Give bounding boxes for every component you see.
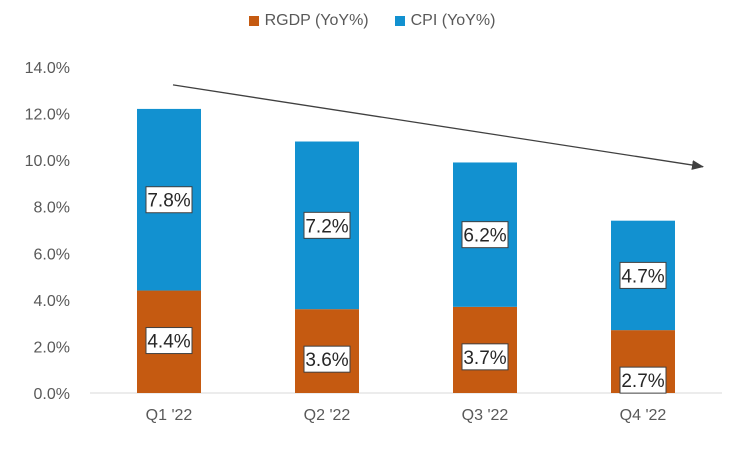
legend-swatch-cpi: [394, 16, 405, 26]
y-tick-label: 8.0%: [34, 200, 70, 217]
legend-item-cpi: CPI (YoY%): [394, 12, 496, 30]
data-label-box: [619, 261, 667, 289]
data-label: 3.7%: [463, 348, 506, 369]
data-label-box: [303, 345, 351, 373]
y-tick-label: 10.0%: [25, 153, 70, 170]
legend-label-rgdp: RGDP (YoY%): [264, 12, 369, 29]
y-tick-label: 14.0%: [25, 60, 70, 77]
data-label: 4.7%: [621, 266, 664, 287]
data-label-box: [461, 221, 509, 249]
legend-swatch-rgdp: [248, 16, 259, 26]
y-tick-label: 0.0%: [34, 386, 70, 403]
data-label: 4.4%: [147, 332, 190, 353]
y-tick-label: 12.0%: [25, 107, 70, 124]
data-label-box: [303, 211, 351, 239]
legend: RGDP (YoY%) CPI (YoY%): [0, 12, 744, 30]
legend-item-rgdp: RGDP (YoY%): [248, 12, 369, 30]
data-label-box: [145, 186, 193, 214]
x-tick-label: Q3 '22: [462, 407, 509, 424]
data-label: 7.8%: [147, 191, 190, 212]
data-label: 2.7%: [621, 371, 664, 392]
legend-label-cpi: CPI (YoY%): [410, 12, 496, 29]
y-tick-label: 4.0%: [34, 293, 70, 310]
y-tick-label: 2.0%: [34, 339, 70, 356]
x-tick-label: Q4 '22: [620, 407, 667, 424]
x-tick-label: Q2 '22: [304, 407, 351, 424]
data-label-box: [461, 343, 509, 371]
y-tick-label: 6.0%: [34, 246, 70, 263]
data-label-box: [619, 366, 667, 394]
trend-arrow: [172, 84, 704, 170]
x-tick-label: Q1 '22: [146, 407, 193, 424]
data-label: 6.2%: [463, 226, 506, 247]
data-label: 7.2%: [305, 216, 348, 237]
data-label-box: [145, 327, 193, 355]
data-label: 3.6%: [305, 350, 348, 371]
